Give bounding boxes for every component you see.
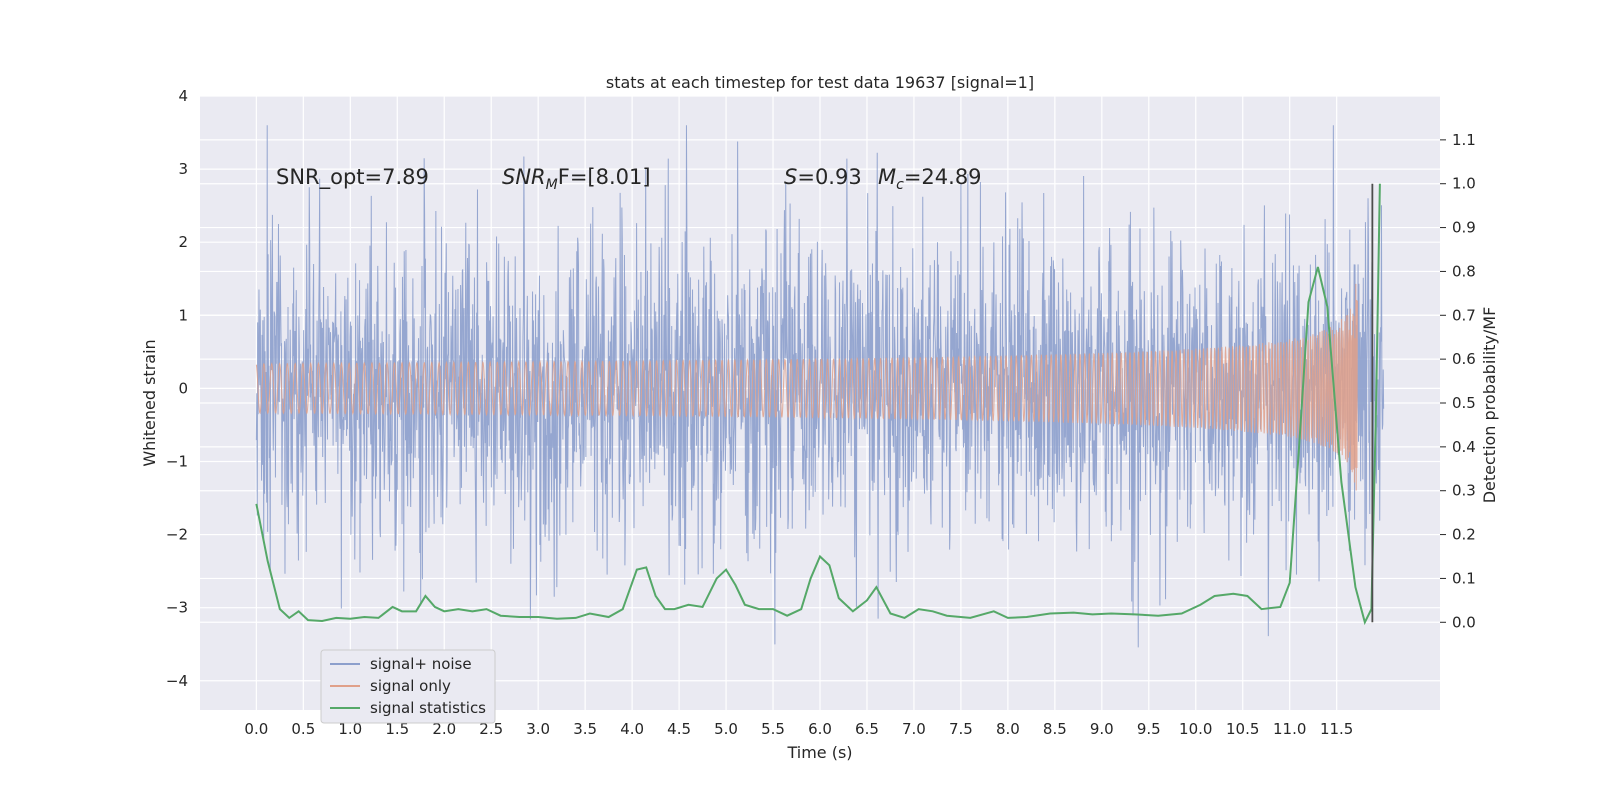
x-tick-label-6: 3.0 xyxy=(526,720,550,738)
x-tick-label-1: 0.5 xyxy=(291,720,315,738)
x-tick-label-11: 5.5 xyxy=(761,720,785,738)
x-tick-label-19: 9.5 xyxy=(1137,720,1161,738)
y-tick-labels: −4 −3 −2 −1 0 1 2 3 4 xyxy=(166,87,188,690)
y-axis-label: Whitened strain xyxy=(140,339,159,466)
annotation-mc: Mc=24.89 xyxy=(878,165,982,193)
x-tick-label-12: 6.0 xyxy=(808,720,832,738)
right-y-tick-label-8: 0.8 xyxy=(1452,262,1476,280)
x-tick-label-4: 2.0 xyxy=(432,720,456,738)
x-tick-label-20: 10.0 xyxy=(1179,720,1212,738)
x-tick-label-10: 5.0 xyxy=(714,720,738,738)
annotation-s: S=0.93 xyxy=(784,165,862,189)
x-tick-label-9: 4.5 xyxy=(667,720,691,738)
x-tick-labels: 0.0 0.5 1.0 1.5 2.0 2.5 3.0 3.5 4.0 4.5 5.0 5.5 6.0 6… xyxy=(244,720,1353,738)
signal-only-series xyxy=(255,283,1358,491)
x-tick-label-14: 7.0 xyxy=(902,720,926,738)
signal-statistics-series xyxy=(255,183,1381,626)
right-y-tick-label-10: 1.0 xyxy=(1452,175,1476,193)
x-tick-label-13: 6.5 xyxy=(855,720,879,738)
y-tick-label-0: −4 xyxy=(166,672,188,690)
y-tick-label-5: 1 xyxy=(178,306,188,324)
x-tick-label-18: 9.0 xyxy=(1090,720,1114,738)
x-tick-label-5: 2.5 xyxy=(479,720,503,738)
legend-box xyxy=(320,649,496,724)
y-tick-label-2: −2 xyxy=(166,526,188,544)
right-y-tick-label-0: 0.0 xyxy=(1452,613,1476,631)
x-tick-label-23: 11.5 xyxy=(1320,720,1353,738)
annotation-snr-opt: SNR_opt=7.89 xyxy=(276,165,429,190)
right-y-tick-label-5: 0.5 xyxy=(1452,394,1476,412)
x-tick-label-0: 0.0 xyxy=(244,720,268,738)
right-y-tick-label-7: 0.7 xyxy=(1452,306,1476,324)
s-rest: =0.93 xyxy=(797,165,861,189)
x-tick-label-7: 3.5 xyxy=(573,720,597,738)
y-tick-label-8: 4 xyxy=(178,87,188,105)
snr-mf-rest: F=[8.01] xyxy=(558,165,651,189)
right-y-tick-label-9: 0.9 xyxy=(1452,219,1476,237)
right-y-tick-label-3: 0.3 xyxy=(1452,482,1476,500)
x-tick-label-21: 10.5 xyxy=(1226,720,1259,738)
y-tick-label-3: −1 xyxy=(166,452,188,470)
x-tick-label-17: 8.5 xyxy=(1043,720,1067,738)
right-y-axis-label: Detection probability/MF xyxy=(1480,307,1499,504)
s-italic: S xyxy=(784,165,797,189)
legend-label-signal-only: signal only xyxy=(370,677,451,695)
mc-rest: =24.89 xyxy=(904,165,982,189)
y-tick-label-7: 3 xyxy=(178,160,188,178)
legend-label-signal-statistics: signal statistics xyxy=(370,699,486,717)
right-y-tick-labels: 0.0 0.1 0.2 0.3 0.4 0.5 0.6 0.7 0.8 0.9 1.0 1.1 xyxy=(1440,131,1476,631)
right-y-tick-label-11: 1.1 xyxy=(1452,131,1476,149)
snr-mf-base: SNR xyxy=(502,165,546,189)
chart-title: stats at each timestep for test data 196… xyxy=(606,73,1034,92)
right-y-tick-label-1: 0.1 xyxy=(1452,569,1476,587)
x-tick-label-3: 1.5 xyxy=(385,720,409,738)
x-axis-label: Time (s) xyxy=(786,743,852,762)
mc-base: M xyxy=(878,165,896,189)
x-tick-label-15: 7.5 xyxy=(949,720,973,738)
x-tick-label-16: 8.0 xyxy=(996,720,1020,738)
annotation-snr-mf: SNRMF=[8.01] xyxy=(502,165,651,193)
signal-statistics-line xyxy=(255,183,1381,626)
x-tick-label-2: 1.0 xyxy=(338,720,362,738)
legend: signal+ noise signal only signal statist… xyxy=(320,649,496,724)
x-tick-label-22: 11.0 xyxy=(1273,720,1306,738)
x-tick-label-8: 4.0 xyxy=(620,720,644,738)
y-tick-label-1: −3 xyxy=(166,599,188,617)
right-y-tick-label-6: 0.6 xyxy=(1452,350,1476,368)
mc-sub: c xyxy=(896,177,904,193)
snr-mf-sub: M xyxy=(546,177,558,193)
signal-only-line xyxy=(255,283,1358,491)
y-tick-label-4: 0 xyxy=(178,379,188,397)
y-tick-label-6: 2 xyxy=(178,233,188,251)
right-y-tick-label-4: 0.4 xyxy=(1452,438,1476,456)
right-y-tick-label-2: 0.2 xyxy=(1452,526,1476,544)
legend-label-signal-noise: signal+ noise xyxy=(370,655,472,673)
